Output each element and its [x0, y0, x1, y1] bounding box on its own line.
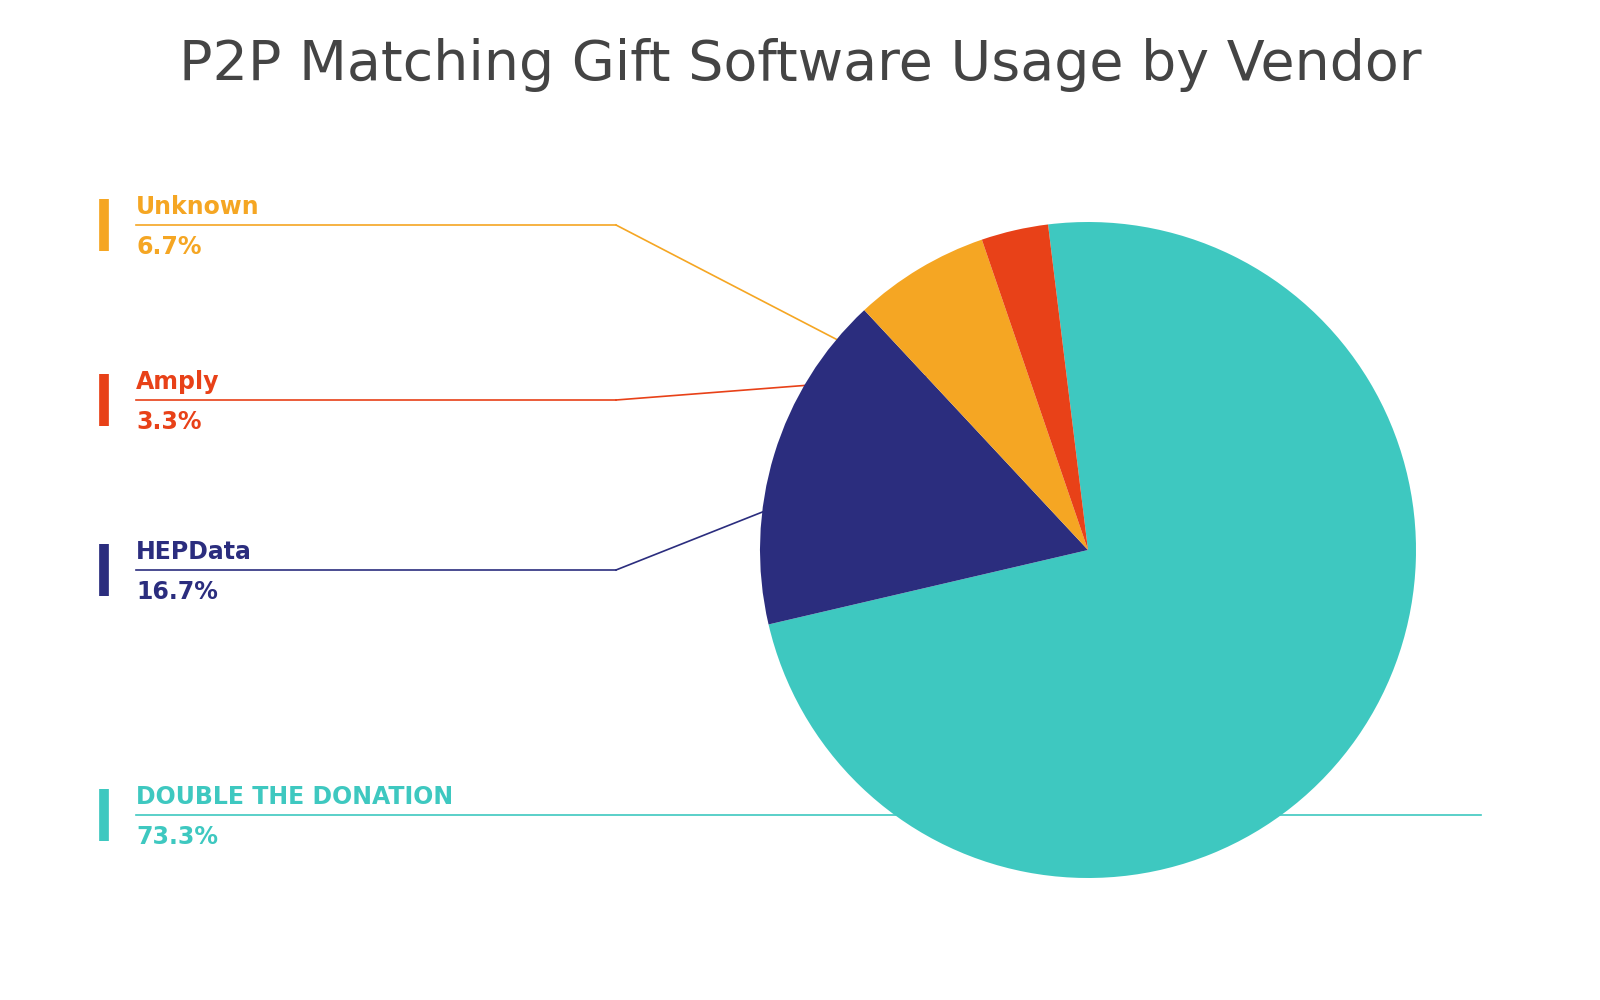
Text: Unknown: Unknown	[136, 195, 259, 219]
Text: 6.7%: 6.7%	[136, 235, 202, 259]
Text: DOUBLE THE DONATION: DOUBLE THE DONATION	[136, 785, 453, 809]
Wedge shape	[768, 222, 1416, 878]
Text: 16.7%: 16.7%	[136, 580, 218, 604]
Wedge shape	[864, 240, 1088, 550]
Text: 73.3%: 73.3%	[136, 825, 218, 849]
Text: P2P Matching Gift Software Usage by Vendor: P2P Matching Gift Software Usage by Vend…	[179, 38, 1421, 92]
Text: 3.3%: 3.3%	[136, 410, 202, 434]
Wedge shape	[982, 224, 1088, 550]
Text: HEPData: HEPData	[136, 540, 251, 564]
Wedge shape	[760, 310, 1088, 624]
Text: Amply: Amply	[136, 370, 219, 394]
